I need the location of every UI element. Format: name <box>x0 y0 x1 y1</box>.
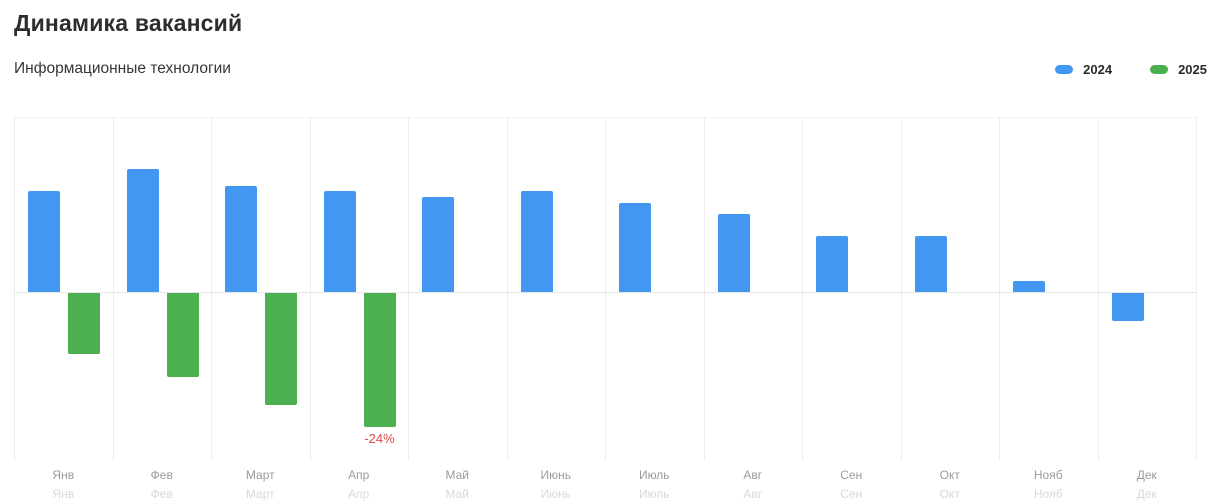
bar-2025-02[interactable] <box>167 293 199 377</box>
legend-swatch-2024-icon <box>1055 65 1074 74</box>
bar-2024-09[interactable] <box>816 236 848 292</box>
x-axis-label-12: Дек <box>1136 468 1157 482</box>
x-axis-label-07: Июль <box>638 468 670 482</box>
legend: 2024 2025 <box>1055 62 1207 77</box>
x-axis-label-ghost: Нояб <box>1033 487 1063 501</box>
gridline-vertical <box>408 117 409 461</box>
legend-label-2025: 2025 <box>1178 62 1207 77</box>
gridline-vertical <box>113 117 114 461</box>
gridline-vertical <box>999 117 1000 461</box>
x-axis-label-ghost: Апр <box>348 487 370 501</box>
bar-2025-03[interactable] <box>265 293 297 405</box>
gridline-vertical <box>1196 117 1197 461</box>
x-axis-label-04: Апр <box>348 468 370 482</box>
x-axis-label-ghost: Сен <box>840 487 863 501</box>
bar-2024-11[interactable] <box>1013 281 1045 292</box>
x-axis-label-ghost: Авг <box>743 487 763 501</box>
x-axis-label-ghost: Окт <box>939 487 960 501</box>
gridline-vertical <box>901 117 902 461</box>
legend-swatch-2025-icon <box>1150 65 1169 74</box>
gridline-vertical <box>704 117 705 461</box>
bar-2025-01[interactable] <box>68 293 100 354</box>
bar-2024-06[interactable] <box>521 191 553 292</box>
bar-2024-04[interactable] <box>324 191 356 292</box>
x-axis-label-01: Янв <box>52 468 75 482</box>
gridline-vertical <box>507 117 508 461</box>
x-axis-label-05: Май <box>445 468 470 482</box>
gridline-vertical <box>1098 117 1099 461</box>
bar-value-label-apr-2025: -24% <box>364 431 395 446</box>
x-axis-label-06: Июнь <box>540 468 572 482</box>
x-axis-label-ghost: Янв <box>52 487 75 501</box>
x-axis-label-ghost: Май <box>445 487 470 501</box>
legend-item-2025[interactable]: 2025 <box>1150 62 1207 77</box>
x-axis-label-ghost: Июнь <box>540 487 572 501</box>
bar-2024-07[interactable] <box>619 203 651 292</box>
x-axis-label-ghost: Фев <box>150 487 173 501</box>
x-axis-label-11: Нояб <box>1033 468 1063 482</box>
x-axis-label-ghost: Июль <box>638 487 670 501</box>
bar-2024-05[interactable] <box>422 197 454 292</box>
x-axis-label-10: Окт <box>939 468 960 482</box>
bar-2024-02[interactable] <box>127 169 159 292</box>
x-axis-label-03: Март <box>245 468 275 482</box>
gridline-vertical <box>14 117 15 461</box>
bar-2025-04[interactable] <box>364 293 396 427</box>
x-axis-label-09: Сен <box>840 468 863 482</box>
gridline-vertical <box>802 117 803 461</box>
x-axis-label-ghost: Март <box>245 487 275 501</box>
legend-label-2024: 2024 <box>1083 62 1113 77</box>
chart-title: Динамика вакансий <box>14 10 243 36</box>
legend-item-2024[interactable]: 2024 <box>1055 62 1112 77</box>
bar-2024-10[interactable] <box>915 236 947 292</box>
gridline-vertical <box>211 117 212 461</box>
bar-2024-12[interactable] <box>1112 293 1144 321</box>
bar-2024-08[interactable] <box>718 214 750 292</box>
x-axis-label-02: Фев <box>150 468 173 482</box>
bar-2024-03[interactable] <box>225 186 257 292</box>
gridline-vertical <box>605 117 606 461</box>
x-axis-label-ghost: Дек <box>1136 487 1157 501</box>
bar-2024-01[interactable] <box>28 191 60 292</box>
chart-subtitle: Информационные технологии <box>14 60 231 77</box>
x-axis-label-08: Авг <box>743 468 763 482</box>
gridline-vertical <box>310 117 311 461</box>
